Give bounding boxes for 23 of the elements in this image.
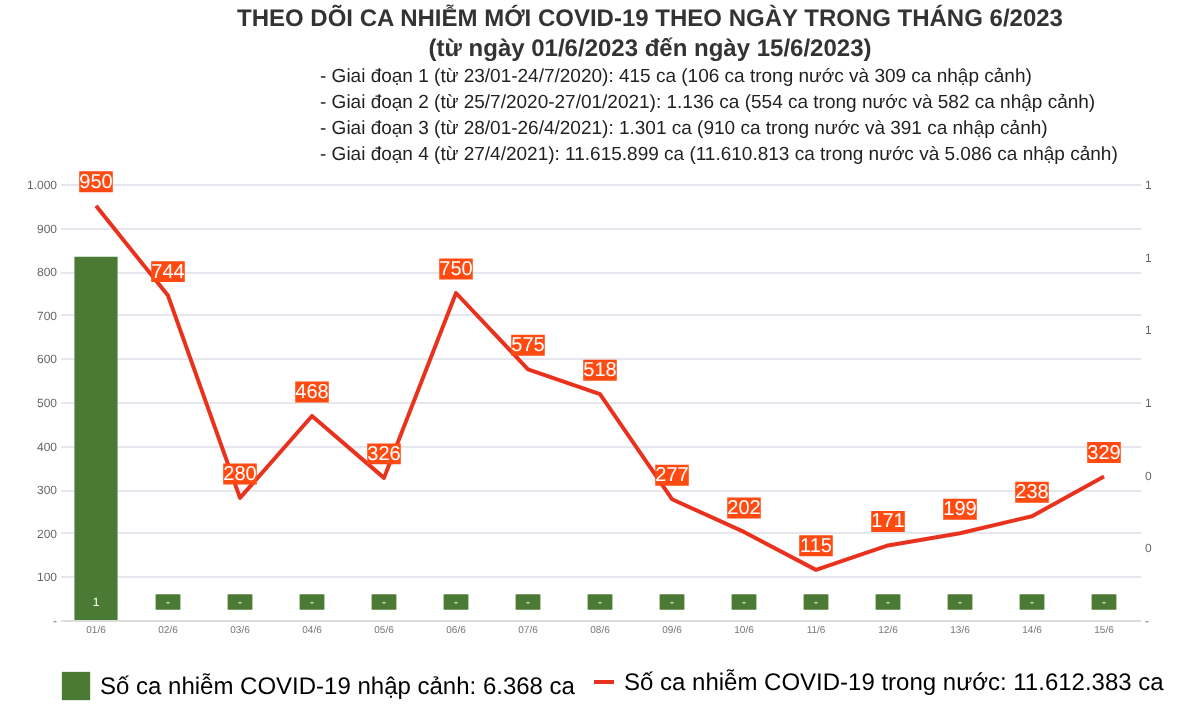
- data-label: 329: [1087, 442, 1122, 465]
- data-label: 171: [871, 511, 906, 534]
- data-label: 202: [727, 497, 762, 520]
- data-label: 750: [439, 259, 474, 281]
- legend-label: Số ca nhiễm COVID-19 trong nước: 11.612.383 ca: [624, 668, 1165, 696]
- data-label: 468: [295, 381, 330, 404]
- data-label: 326: [367, 443, 402, 466]
- text: - Giai đoạn 1 (từ 23/01-24/7/2020): 415 ca (106 ca trong nước và 309 ca nhập cảnh): [320, 66, 1032, 88]
- data-label: 744: [151, 261, 186, 284]
- data-label: 277: [655, 465, 690, 488]
- text: - Giai đoạn 4 (từ 27/4/2021): 11.615.899 ca (11.610.813 ca trong nước và 5.086 ca nhập cảnh): [320, 144, 1118, 166]
- legend-label: Số ca nhiễm COVID-19 nhập cảnh: 6.368 ca: [100, 672, 576, 700]
- chart-title: THEO DÕI CA NHIỄM MỚI COVID-19 THEO NGÀY TRONG THÁNG 6/2023: [237, 4, 1064, 32]
- data-label: 518: [583, 360, 618, 383]
- data-label: 238: [1015, 482, 1050, 505]
- chart-subtitle: (từ ngày 01/6/2023 đến ngày 15/6/2023): [428, 34, 872, 62]
- text: - Giai đoạn 3 (từ 28/01-26/4/2021): 1.301 ca (910 ca trong nước và 391 ca nhập cảnh): [320, 118, 1048, 140]
- text: - Giai đoạn 2 (từ 25/7/2020-27/01/2021): 1.136 ca (554 ca trong nước và 582 ca nhập cảnh): [320, 92, 1096, 114]
- data-label: 575: [511, 335, 546, 358]
- data-label: 950: [79, 171, 114, 194]
- data-label: 115: [800, 535, 833, 558]
- data-label: 280: [223, 463, 258, 486]
- data-label: 199: [943, 499, 978, 522]
